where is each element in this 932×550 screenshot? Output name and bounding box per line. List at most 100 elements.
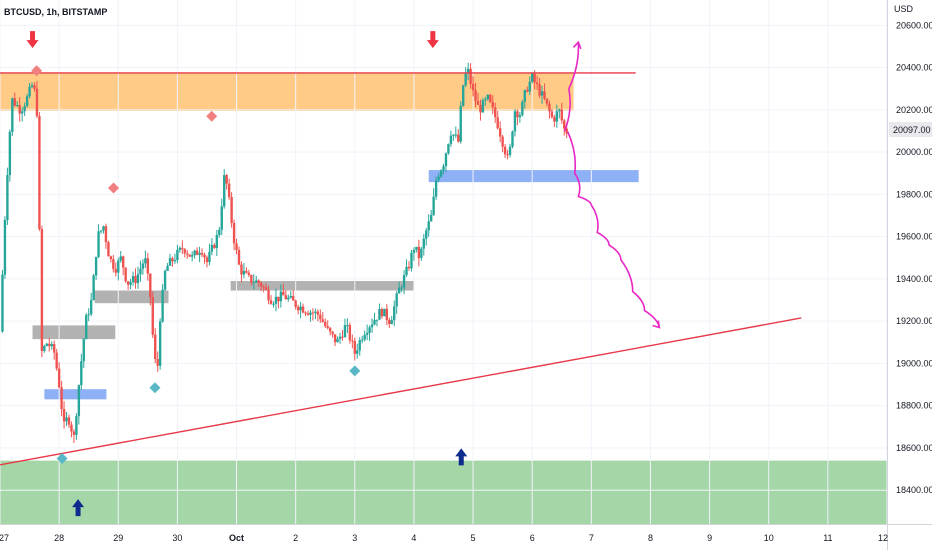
candle xyxy=(30,82,34,89)
candle xyxy=(363,330,366,342)
candle xyxy=(173,253,177,264)
x-tick-label: 2 xyxy=(293,533,298,543)
candle xyxy=(136,266,140,289)
candle xyxy=(434,176,438,200)
zone-level-4 xyxy=(32,325,116,340)
swing-low-marker-5 xyxy=(349,365,361,377)
x-tick-label: 3 xyxy=(352,533,357,543)
candle xyxy=(158,318,162,370)
candle xyxy=(255,275,258,283)
candle xyxy=(11,97,14,137)
candle xyxy=(479,99,482,121)
x-axis: 27 28 29 30 Oct 2 3 4 5 6 7 8 9 10 11 12 xyxy=(0,533,888,543)
candle xyxy=(348,322,352,344)
candle xyxy=(516,109,519,126)
candle xyxy=(218,226,221,238)
candle xyxy=(442,163,445,175)
candle xyxy=(462,84,465,107)
candle xyxy=(521,99,524,117)
candle xyxy=(469,63,472,89)
candle xyxy=(35,80,39,119)
candle xyxy=(94,256,98,280)
candle xyxy=(422,233,425,256)
candle xyxy=(314,308,317,320)
candle xyxy=(489,93,492,104)
candle xyxy=(262,284,265,293)
candle xyxy=(198,246,201,263)
candle xyxy=(8,129,12,182)
candle xyxy=(496,111,499,130)
candle xyxy=(215,230,219,257)
candle xyxy=(383,308,386,317)
swing-high-marker-2 xyxy=(206,110,218,122)
candle xyxy=(558,108,561,119)
candle xyxy=(60,380,63,417)
candle xyxy=(97,224,100,259)
candle xyxy=(356,343,359,359)
candle xyxy=(149,273,152,306)
candle xyxy=(287,294,290,302)
x-tick-label: 30 xyxy=(172,533,182,543)
x-tick-label: 12 xyxy=(878,533,888,543)
candle xyxy=(454,126,458,139)
candle xyxy=(141,259,145,275)
candle xyxy=(240,261,243,283)
candle xyxy=(324,318,327,329)
candle xyxy=(486,94,490,102)
candle xyxy=(124,267,127,283)
candle xyxy=(92,273,95,301)
candle xyxy=(523,89,527,109)
candle xyxy=(129,278,132,290)
candle xyxy=(205,255,209,268)
candle xyxy=(102,225,105,234)
candle xyxy=(176,244,179,264)
candle xyxy=(535,75,539,91)
candle xyxy=(432,188,435,216)
candle xyxy=(471,76,475,97)
candle xyxy=(484,96,487,106)
candle xyxy=(560,102,563,124)
candle xyxy=(474,82,477,108)
chart-title: BTCUSD, 1h, BITSTAMP xyxy=(4,7,107,17)
y-tick-label: 18800.00 xyxy=(896,401,932,411)
swing-high-marker-1 xyxy=(108,182,120,194)
candle xyxy=(250,274,253,286)
candle xyxy=(444,152,448,173)
projection-layer xyxy=(563,40,661,329)
candle xyxy=(447,143,450,155)
candle xyxy=(279,284,283,308)
candle xyxy=(427,214,430,237)
candle xyxy=(336,336,339,343)
candle xyxy=(410,249,413,272)
candle xyxy=(319,309,322,323)
candle xyxy=(195,247,199,256)
candle xyxy=(333,334,337,347)
x-tick-label: 10 xyxy=(764,533,774,543)
candle xyxy=(247,269,251,278)
candle xyxy=(121,255,125,276)
x-tick-label: 7 xyxy=(589,533,594,543)
candle xyxy=(400,284,403,292)
candle xyxy=(48,337,51,352)
candle xyxy=(284,290,288,300)
candle xyxy=(353,337,356,361)
candle xyxy=(220,198,223,236)
candle xyxy=(370,318,374,333)
candle xyxy=(338,332,342,344)
candle xyxy=(190,251,194,262)
candle xyxy=(346,318,349,334)
candle xyxy=(429,209,433,222)
projection-down-arrowhead xyxy=(652,320,661,329)
candle xyxy=(494,102,497,123)
x-tick-label: 9 xyxy=(707,533,712,543)
candle xyxy=(375,319,379,327)
candle xyxy=(99,230,103,234)
candle xyxy=(33,82,36,92)
candle xyxy=(550,108,554,119)
candle xyxy=(503,144,507,159)
x-tick-label: 6 xyxy=(530,533,535,543)
candle xyxy=(259,280,263,291)
y-tick-label: 19000.00 xyxy=(896,358,932,368)
candle xyxy=(208,243,211,266)
